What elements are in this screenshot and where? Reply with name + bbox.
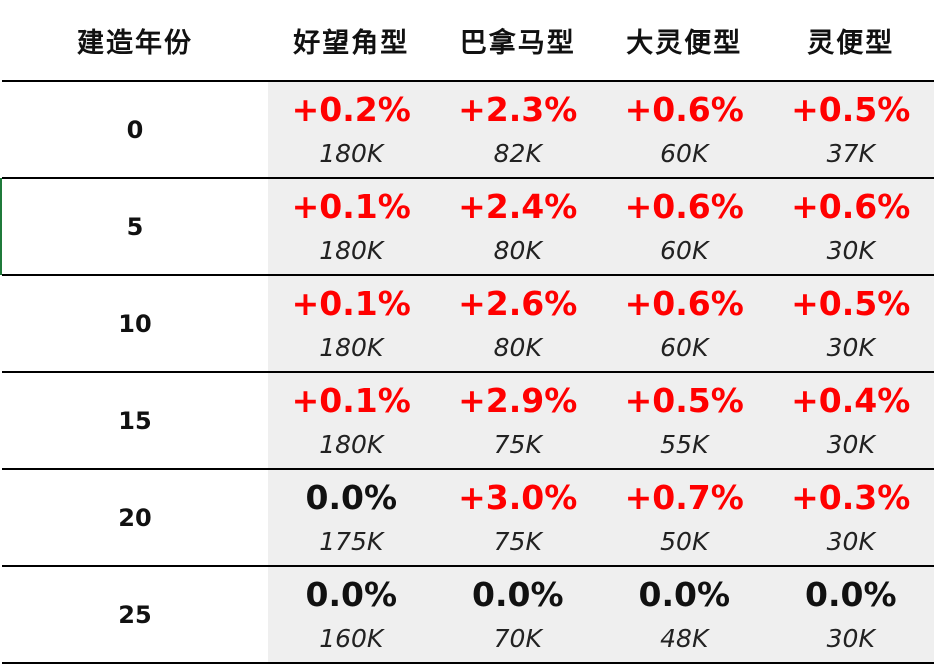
- value-amount: 70K: [493, 623, 542, 653]
- change-percent: +0.6%: [791, 186, 911, 226]
- value-amount: 30K: [826, 623, 875, 653]
- value-amount: 30K: [826, 526, 875, 556]
- change-percent: +0.1%: [291, 186, 411, 226]
- value-cell[interactable]: 0.0% 160K: [268, 566, 435, 664]
- change-percent: +2.4%: [458, 186, 578, 226]
- change-percent: +0.2%: [291, 89, 411, 129]
- value-cell[interactable]: +0.5% 55K: [601, 372, 768, 470]
- value-amount: 30K: [826, 235, 875, 265]
- value-cell[interactable]: +0.1% 180K: [268, 372, 435, 470]
- header-build-year[interactable]: 建造年份: [2, 0, 268, 82]
- sheet-right-edge: [934, 0, 936, 667]
- value-amount: 48K: [660, 623, 709, 653]
- build-year-cell[interactable]: 5: [2, 178, 268, 276]
- value-amount: 175K: [319, 526, 384, 556]
- value-amount: 30K: [826, 429, 875, 459]
- header-handysize[interactable]: 灵便型: [767, 0, 934, 82]
- value-cell[interactable]: +2.9% 75K: [434, 372, 601, 470]
- header-row: 建造年份 好望角型 巴拿马型 大灵便型 灵便型: [2, 0, 934, 82]
- change-percent: +0.1%: [291, 283, 411, 323]
- change-percent: +0.6%: [624, 89, 744, 129]
- value-amount: 80K: [493, 332, 542, 362]
- change-percent: 0.0%: [305, 574, 398, 614]
- value-amount: 55K: [660, 429, 709, 459]
- value-amount: 160K: [319, 623, 384, 653]
- value-amount: 50K: [660, 526, 709, 556]
- change-percent: +2.6%: [458, 283, 578, 323]
- table-row: 25 0.0% 160K 0.0% 70K 0.0% 48K 0.0% 30K: [2, 566, 934, 664]
- value-cell[interactable]: +2.4% 80K: [434, 178, 601, 276]
- value-cell[interactable]: 0.0% 30K: [767, 566, 934, 664]
- cell-selection-indicator: [0, 178, 2, 275]
- build-year-cell[interactable]: 10: [2, 275, 268, 373]
- value-cell[interactable]: +0.7% 50K: [601, 469, 768, 567]
- value-cell[interactable]: +2.6% 80K: [434, 275, 601, 373]
- value-cell[interactable]: +0.6% 60K: [601, 81, 768, 179]
- value-cell[interactable]: +2.3% 82K: [434, 81, 601, 179]
- table-row: 15 +0.1% 180K +2.9% 75K +0.5% 55K +0.4% 30K: [2, 372, 934, 470]
- table-row: 20 0.0% 175K +3.0% 75K +0.7% 50K +0.3% 30K: [2, 469, 934, 567]
- change-percent: 0.0%: [638, 574, 731, 614]
- build-year-cell[interactable]: 15: [2, 372, 268, 470]
- change-percent: +0.4%: [791, 380, 911, 420]
- table-row: 0 +0.2% 180K +2.3% 82K +0.6% 60K +0.5% 37K: [2, 81, 934, 179]
- change-percent: +0.6%: [624, 283, 744, 323]
- change-percent: +0.5%: [624, 380, 744, 420]
- change-percent: 0.0%: [471, 574, 564, 614]
- value-cell[interactable]: +0.1% 180K: [268, 275, 435, 373]
- change-percent: +0.6%: [624, 186, 744, 226]
- value-amount: 60K: [660, 332, 709, 362]
- value-amount: 60K: [660, 138, 709, 168]
- value-cell[interactable]: +0.6% 60K: [601, 275, 768, 373]
- table-body: 0 +0.2% 180K +2.3% 82K +0.6% 60K +0.5% 37K 5 +0.1%…: [2, 81, 934, 664]
- change-percent: 0.0%: [305, 477, 398, 517]
- value-cell[interactable]: +0.3% 30K: [767, 469, 934, 567]
- value-cell[interactable]: +0.5% 37K: [767, 81, 934, 179]
- value-amount: 180K: [319, 332, 384, 362]
- value-amount: 75K: [493, 429, 542, 459]
- value-cell[interactable]: +0.2% 180K: [268, 81, 435, 179]
- change-percent: +3.0%: [458, 477, 578, 517]
- header-supramax[interactable]: 大灵便型: [601, 0, 768, 82]
- change-percent: 0.0%: [804, 574, 897, 614]
- value-cell[interactable]: +0.1% 180K: [268, 178, 435, 276]
- value-amount: 60K: [660, 235, 709, 265]
- value-amount: 30K: [826, 332, 875, 362]
- value-cell[interactable]: +0.6% 60K: [601, 178, 768, 276]
- value-cell[interactable]: 0.0% 175K: [268, 469, 435, 567]
- change-percent: +2.3%: [458, 89, 578, 129]
- change-percent: +0.5%: [791, 89, 911, 129]
- change-percent: +2.9%: [458, 380, 578, 420]
- value-cell[interactable]: +0.4% 30K: [767, 372, 934, 470]
- header-capesize[interactable]: 好望角型: [268, 0, 435, 82]
- value-amount: 75K: [493, 526, 542, 556]
- value-amount: 180K: [319, 138, 384, 168]
- header-panamax[interactable]: 巴拿马型: [434, 0, 601, 82]
- value-cell[interactable]: +0.6% 30K: [767, 178, 934, 276]
- value-cell[interactable]: +0.5% 30K: [767, 275, 934, 373]
- value-amount: 82K: [493, 138, 542, 168]
- value-cell[interactable]: 0.0% 48K: [601, 566, 768, 664]
- change-percent: +0.1%: [291, 380, 411, 420]
- change-percent: +0.5%: [791, 283, 911, 323]
- value-amount: 37K: [826, 138, 875, 168]
- table-row: 10 +0.1% 180K +2.6% 80K +0.6% 60K +0.5% 30K: [2, 275, 934, 373]
- table-row: 5 +0.1% 180K +2.4% 80K +0.6% 60K +0.6% 30K: [2, 178, 934, 276]
- value-cell[interactable]: 0.0% 70K: [434, 566, 601, 664]
- build-year-cell[interactable]: 25: [2, 566, 268, 664]
- value-cell[interactable]: +3.0% 75K: [434, 469, 601, 567]
- value-amount: 180K: [319, 235, 384, 265]
- build-year-cell[interactable]: 0: [2, 81, 268, 179]
- change-percent: +0.3%: [791, 477, 911, 517]
- change-percent: +0.7%: [624, 477, 744, 517]
- value-amount: 180K: [319, 429, 384, 459]
- value-amount: 80K: [493, 235, 542, 265]
- build-year-cell[interactable]: 20: [2, 469, 268, 567]
